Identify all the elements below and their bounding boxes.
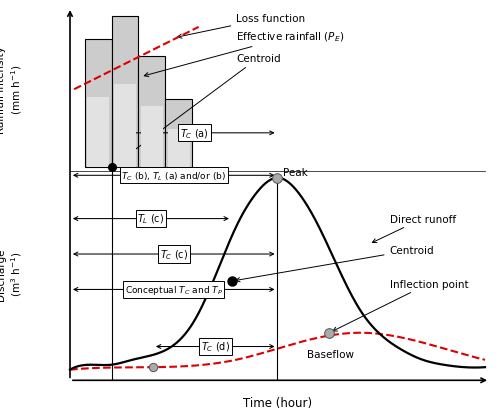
Text: $T_L$ (c): $T_L$ (c) <box>138 212 164 226</box>
Bar <box>87 98 109 168</box>
Text: $T_C$ (c): $T_C$ (c) <box>160 247 188 261</box>
Text: Direct runoff: Direct runoff <box>372 214 456 243</box>
Text: Effective rainfall ($P_E$): Effective rainfall ($P_E$) <box>144 30 344 77</box>
Text: Inflection point: Inflection point <box>333 279 468 331</box>
Text: Baseflow: Baseflow <box>306 350 354 360</box>
Text: $T_C$ (a): $T_C$ (a) <box>180 127 209 140</box>
Bar <box>112 17 138 168</box>
Bar <box>138 57 166 168</box>
Text: Centroid: Centroid <box>114 54 280 165</box>
Text: $T_C$ (b), $T_L$ (a) and/or (b): $T_C$ (b), $T_L$ (a) and/or (b) <box>122 170 226 182</box>
Bar <box>166 99 192 168</box>
Text: $T_C$ (d): $T_C$ (d) <box>200 340 230 353</box>
Bar <box>114 85 136 168</box>
Bar <box>168 130 190 168</box>
Text: Loss function: Loss function <box>178 13 305 39</box>
Bar <box>141 107 163 168</box>
Text: Centroid: Centroid <box>236 245 434 282</box>
Bar <box>84 40 112 168</box>
Text: Rainfall intensity
(mm h$^{-1}$): Rainfall intensity (mm h$^{-1}$) <box>0 46 24 134</box>
Text: Time (hour): Time (hour) <box>243 396 312 409</box>
Text: Discharge
(m$^3$ h$^{-1}$): Discharge (m$^3$ h$^{-1}$) <box>0 248 24 300</box>
Text: Peak: Peak <box>284 167 308 177</box>
Text: Conceptual $T_C$ and $T_P$: Conceptual $T_C$ and $T_P$ <box>125 283 222 296</box>
